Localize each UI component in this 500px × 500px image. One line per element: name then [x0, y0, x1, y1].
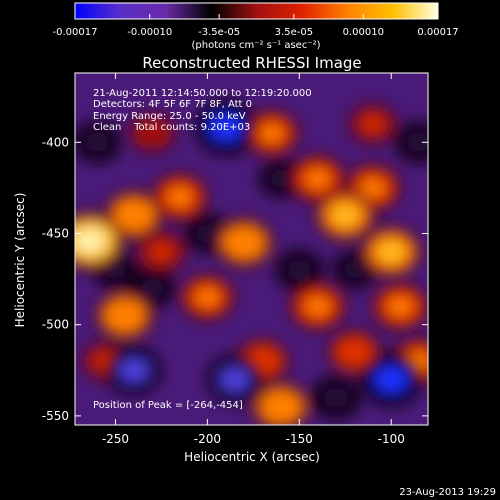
chart-title: Reconstructed RHESSI Image [142, 54, 361, 72]
emission-source [344, 343, 365, 361]
emission-source [333, 205, 358, 226]
emission-source [75, 229, 105, 253]
negative-residual [208, 114, 243, 141]
negative-residual [118, 358, 149, 382]
emission-source [363, 116, 382, 132]
emission-source [389, 297, 412, 316]
colorbar-tick-label: -0.00017 [53, 27, 98, 38]
negative-residual [323, 387, 350, 408]
peak-position-label: Position of Peak = [-264,-454] [93, 400, 243, 411]
emission-source [112, 305, 137, 326]
negative-residual [220, 367, 250, 392]
negative-residual [343, 261, 366, 279]
axis-ticks: -250 -200 -150 -100 -400 -450 -500 -550 [42, 73, 428, 446]
colorbar-tick-label: 0.00017 [417, 27, 458, 38]
x-tick-label: -150 [286, 432, 313, 446]
info-line-energy: Energy Range: 25.0 - 50.0 keV [93, 111, 246, 122]
emission-source [168, 187, 191, 207]
negative-residual [140, 279, 164, 298]
colorbar: -0.00017 -0.00010 -3.5e-05 3.5e-05 0.00010 0.… [53, 2, 459, 51]
negative-residual [374, 366, 409, 393]
y-tick-label: -500 [42, 318, 69, 332]
y-tick-label: -450 [42, 226, 69, 240]
emission-source [306, 169, 329, 188]
emission-source [306, 297, 329, 316]
info-line-time: 21-Aug-2011 12:14:50.000 to 12:19:20.000 [93, 88, 312, 99]
colorbar-ticks: -0.00017 -0.00010 -3.5e-05 3.5e-05 0.00010 0.… [53, 14, 459, 38]
colorbar-tick-label: -0.00010 [127, 27, 172, 38]
emission-source [122, 205, 146, 225]
plot-frame [74, 72, 429, 426]
image-plot-area: -250 -200 -150 -100 -400 -450 -500 -550 [42, 72, 429, 446]
observation-info: 21-Aug-2011 12:14:50.000 to 12:19:20.000… [93, 88, 312, 411]
colorbar-tick-label: 3.5e-05 [275, 27, 313, 38]
colorbar-tick-label: 0.00010 [343, 27, 384, 38]
negative-residual [195, 224, 219, 243]
colorbar-strip [74, 2, 439, 20]
emission-source [252, 352, 273, 370]
emission-source [261, 124, 283, 142]
negative-residual [287, 260, 312, 280]
negative-residual [84, 132, 110, 152]
heatmap-layer [75, 100, 428, 425]
info-line-counts: Clean Total counts: 9.20E+03 [93, 122, 250, 133]
x-tick-label: -200 [194, 432, 221, 446]
colorbar-tick-label: -3.5e-05 [198, 27, 240, 38]
emission-source [196, 288, 219, 307]
emission-source [361, 178, 385, 198]
negative-residual [269, 170, 292, 188]
emission-source [232, 233, 256, 253]
y-axis-label: Heliocentric Y (arcsec) [13, 193, 27, 328]
colorbar-unit-label: (photons cm⁻² s⁻¹ asec⁻²) [191, 40, 320, 51]
emission-source [151, 243, 172, 260]
plot-timestamp: 23-Aug-2013 19:29 [399, 487, 496, 498]
y-tick-label: -400 [42, 135, 69, 149]
x-tick-label: -250 [102, 432, 129, 446]
info-line-detectors: Detectors: 4F 5F 6F 7F 8F, Att 0 [93, 99, 252, 110]
x-tick-label: -100 [378, 432, 405, 446]
y-tick-label: -550 [42, 409, 69, 423]
negative-residual [406, 132, 428, 152]
x-axis-label: Heliocentric X (arcsec) [184, 450, 320, 464]
emission-source [143, 126, 161, 141]
emission-source [269, 397, 293, 417]
emission-source [378, 241, 404, 262]
